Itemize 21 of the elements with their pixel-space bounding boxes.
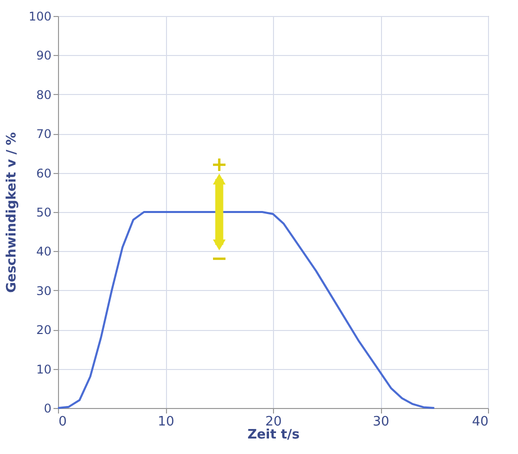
y-tick-label: 90 bbox=[36, 48, 52, 63]
x-tick-label: 20 bbox=[265, 414, 282, 430]
x-axis-title: Zeit t/s bbox=[247, 428, 300, 442]
y-tick-label: 10 bbox=[36, 362, 52, 376]
x-tick-label: 10 bbox=[158, 414, 174, 430]
y-tick-label: 70 bbox=[36, 127, 52, 142]
y-tick-label: 50 bbox=[36, 206, 52, 220]
x-tick-label: 30 bbox=[372, 414, 390, 430]
y-tick-label: 30 bbox=[36, 284, 52, 298]
x-tick-label: 40 bbox=[472, 414, 488, 430]
y-tick-label: 20 bbox=[36, 323, 52, 338]
x-tick-label: 0 bbox=[58, 414, 67, 430]
y-tick-label: 100 bbox=[28, 10, 52, 24]
y-tick-label: 40 bbox=[36, 244, 52, 259]
annotation: − bbox=[210, 246, 228, 270]
line-series bbox=[57, 211, 436, 409]
y-tick-label: 0 bbox=[44, 402, 52, 416]
y-axis-title: Geschwindigkeit v / % bbox=[4, 132, 20, 293]
y-tick-label: 80 bbox=[36, 88, 52, 102]
y-tick-label: 60 bbox=[36, 166, 52, 180]
annotation: + bbox=[210, 152, 228, 176]
